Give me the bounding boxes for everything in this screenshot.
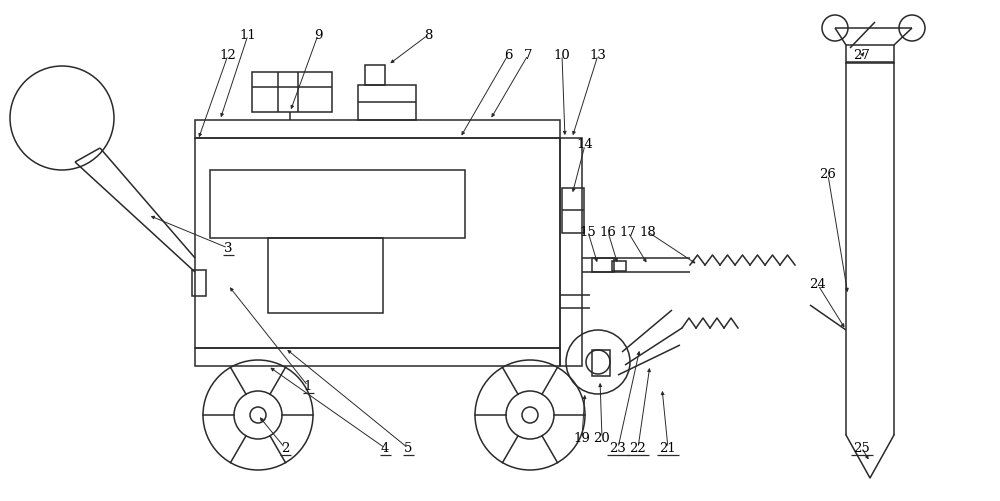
Bar bbox=[192, 270, 206, 296]
Text: 19: 19 bbox=[574, 431, 590, 444]
Bar bbox=[195, 348, 560, 366]
Text: 23: 23 bbox=[610, 441, 626, 454]
Text: 24: 24 bbox=[810, 279, 826, 292]
Bar bbox=[210, 170, 465, 238]
Text: 18: 18 bbox=[640, 225, 656, 238]
Text: 10: 10 bbox=[554, 49, 570, 62]
Text: 25: 25 bbox=[854, 441, 870, 454]
Text: 11: 11 bbox=[240, 29, 256, 42]
Text: 16: 16 bbox=[600, 225, 616, 238]
Text: 21: 21 bbox=[660, 441, 676, 454]
Bar bbox=[195, 138, 560, 348]
Text: 15: 15 bbox=[580, 225, 596, 238]
Text: 26: 26 bbox=[820, 168, 836, 181]
Bar bbox=[195, 120, 560, 138]
Text: 3: 3 bbox=[224, 241, 232, 255]
Text: 22: 22 bbox=[630, 441, 646, 454]
Bar bbox=[612, 261, 626, 271]
Text: 27: 27 bbox=[854, 49, 870, 62]
Text: 20: 20 bbox=[594, 431, 610, 444]
Text: 13: 13 bbox=[590, 49, 606, 62]
Text: 8: 8 bbox=[424, 29, 432, 42]
Bar bbox=[592, 258, 614, 272]
Bar bbox=[560, 138, 582, 366]
Bar bbox=[846, 45, 894, 63]
Bar bbox=[592, 350, 610, 376]
Text: 6: 6 bbox=[504, 49, 512, 62]
Bar bbox=[268, 238, 383, 313]
Text: 1: 1 bbox=[304, 379, 312, 392]
Text: 12: 12 bbox=[220, 49, 236, 62]
Text: 7: 7 bbox=[524, 49, 532, 62]
Text: 2: 2 bbox=[281, 441, 289, 454]
Text: 4: 4 bbox=[381, 441, 389, 454]
Text: 14: 14 bbox=[577, 138, 593, 151]
Bar bbox=[252, 72, 332, 112]
Text: 17: 17 bbox=[620, 225, 636, 238]
Text: 9: 9 bbox=[314, 29, 322, 42]
Bar bbox=[562, 188, 584, 233]
Bar bbox=[358, 85, 416, 120]
Text: 5: 5 bbox=[404, 441, 412, 454]
Bar bbox=[365, 65, 385, 85]
